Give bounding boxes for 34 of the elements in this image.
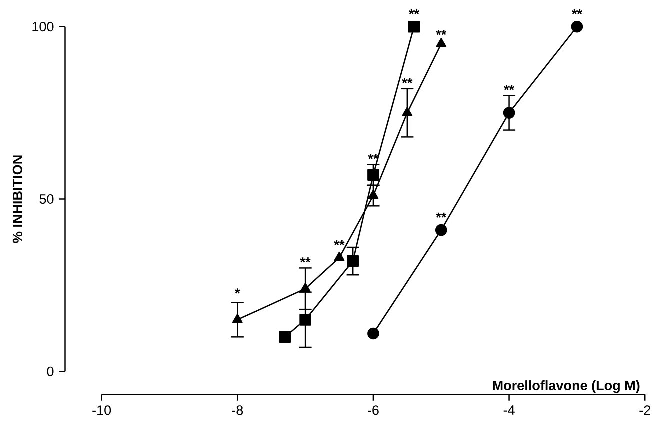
point xyxy=(300,283,311,292)
point xyxy=(232,314,243,324)
x-tick-label: -6 xyxy=(368,406,379,416)
x-tick-label: -2 xyxy=(640,406,650,416)
point xyxy=(503,107,516,119)
point xyxy=(435,224,448,236)
annotation: ** xyxy=(436,212,447,218)
x-tick-label: -10 xyxy=(92,406,112,416)
point xyxy=(347,255,359,268)
y-axis-title: % INHIBITION xyxy=(12,156,22,244)
point xyxy=(279,331,292,344)
y-tick-label: 0 xyxy=(47,366,54,376)
point xyxy=(571,20,584,33)
annotation: ** xyxy=(572,9,582,14)
point xyxy=(408,20,420,33)
x-tick-label: -8 xyxy=(232,406,244,416)
point xyxy=(368,169,380,182)
y-tick-label: 50 xyxy=(40,194,54,204)
annotation: * xyxy=(235,288,240,294)
point xyxy=(436,38,447,48)
annotation: ** xyxy=(300,258,311,263)
point xyxy=(402,107,413,116)
annotation: ** xyxy=(408,9,420,14)
annotation: ** xyxy=(334,240,345,246)
annotation: ** xyxy=(402,78,413,84)
annotation: ** xyxy=(436,30,447,36)
point xyxy=(368,190,379,200)
y-tick-label: 100 xyxy=(32,22,54,32)
point xyxy=(300,314,312,326)
annotation: ** xyxy=(504,85,515,90)
point xyxy=(368,328,380,340)
x-tick-label: -4 xyxy=(504,406,515,415)
point xyxy=(334,252,345,262)
x-axis-title: Morelloflavone (Log M) xyxy=(493,380,640,394)
